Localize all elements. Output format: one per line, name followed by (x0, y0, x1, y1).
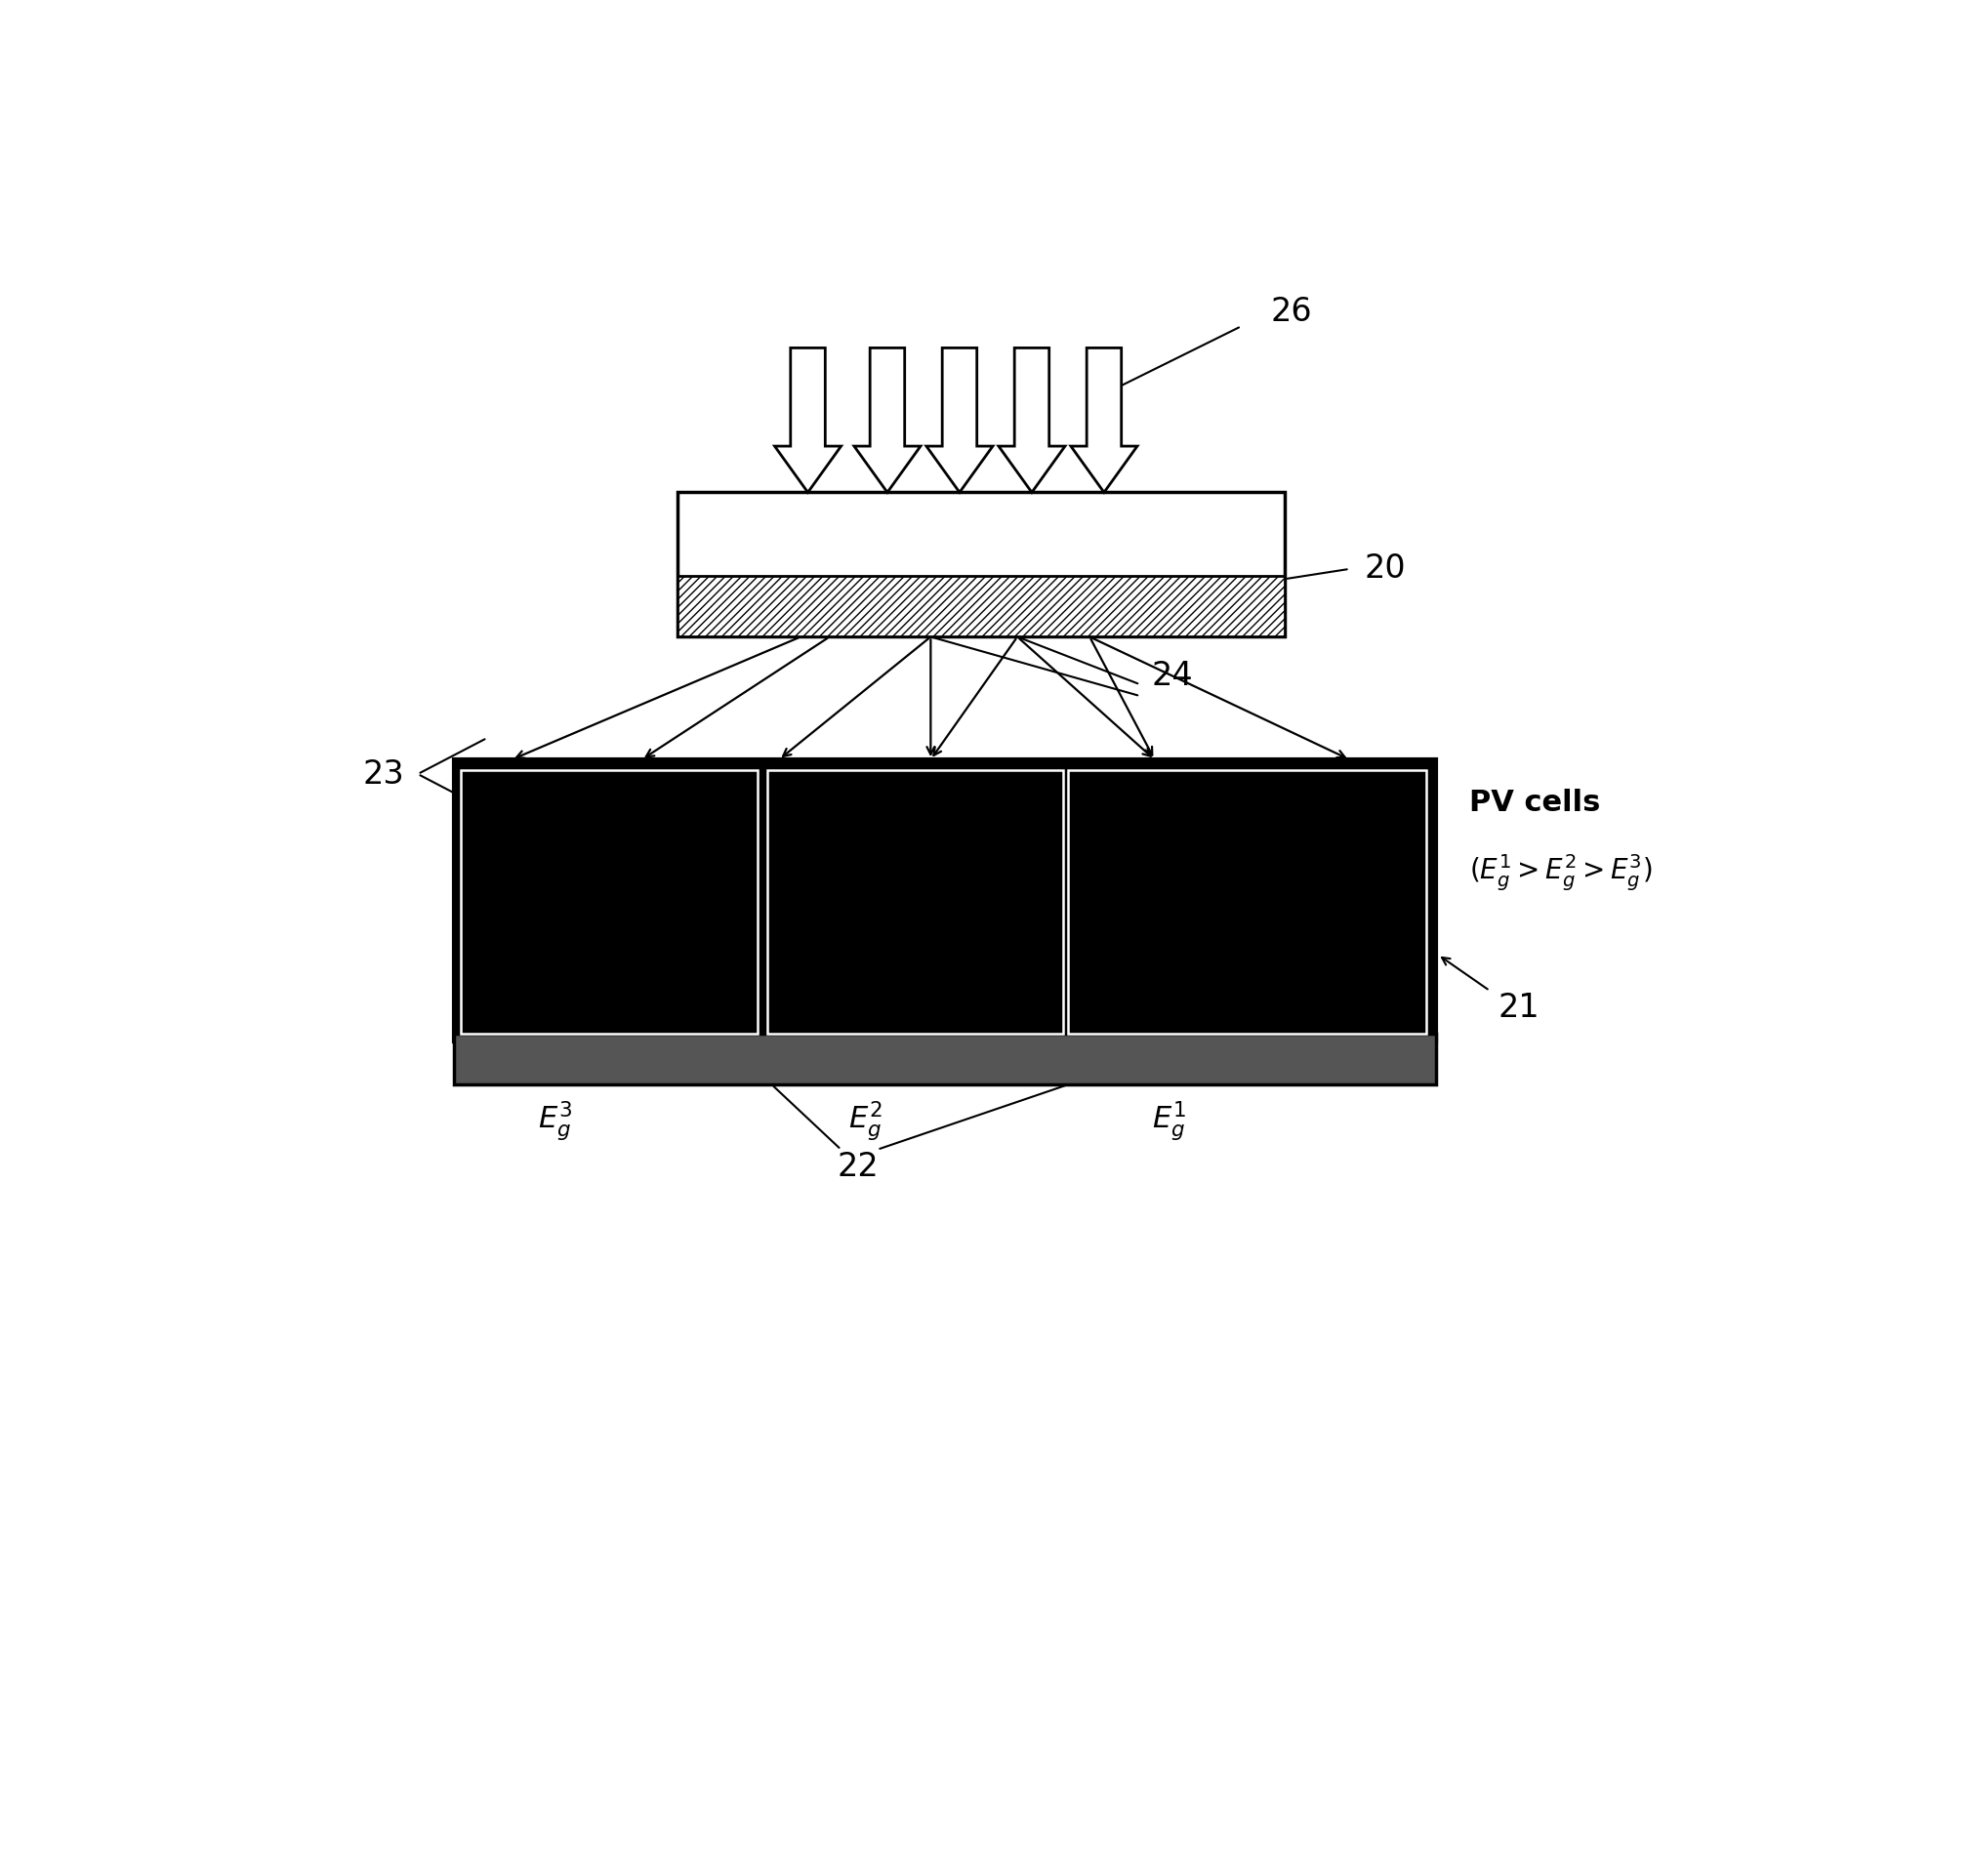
Text: 25: 25 (1397, 844, 1439, 876)
Text: $(E_g^{1} > E_g^{2} > E_g^{3})$: $(E_g^{1} > E_g^{2} > E_g^{3})$ (1470, 852, 1652, 893)
Text: $E_g^{1}$: $E_g^{1}$ (1151, 1099, 1187, 1142)
Bar (461, 769, 757, 1034)
Bar (678, 576, 1285, 636)
FancyArrow shape (926, 347, 993, 492)
FancyArrow shape (853, 347, 920, 492)
FancyArrow shape (775, 347, 842, 492)
Text: 24: 24 (1151, 660, 1192, 692)
Bar (767, 769, 1064, 1034)
Text: $E_g^{3}$: $E_g^{3}$ (538, 1099, 572, 1142)
FancyArrow shape (1070, 347, 1137, 492)
Bar (1068, 769, 1155, 1034)
Text: 22: 22 (838, 1150, 879, 1184)
Text: 26: 26 (1269, 296, 1313, 328)
Text: $E_g^{2}$: $E_g^{2}$ (850, 1099, 883, 1142)
Text: 20: 20 (1364, 553, 1405, 585)
Bar (453, 760, 1437, 1041)
Bar (678, 492, 1285, 636)
Bar (1068, 769, 1427, 1034)
Text: 21: 21 (1498, 992, 1539, 1024)
Bar (453, 1034, 1437, 1084)
Text: PV cells: PV cells (1470, 788, 1600, 818)
Text: 23: 23 (363, 758, 404, 790)
FancyArrow shape (999, 347, 1064, 492)
